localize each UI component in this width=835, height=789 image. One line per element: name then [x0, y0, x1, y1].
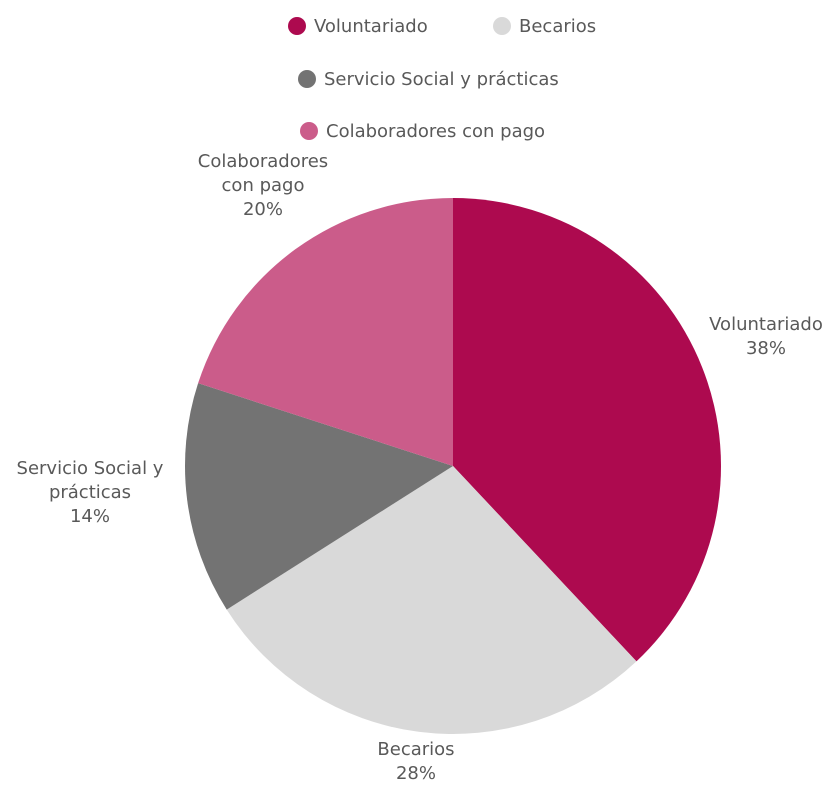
- data-label-colaboradores-con-pago: Colaboradores con pago 20%: [198, 151, 328, 220]
- legend-marker-servicio-social-y-practicas: [298, 70, 316, 88]
- data-label-servicio-social-y-practicas: Servicio Social y prácticas 14%: [17, 458, 164, 527]
- legend-label-voluntariado: Voluntariado: [314, 16, 428, 37]
- data-label-becarios: Becarios 28%: [377, 739, 454, 784]
- pie-slice-becarios: [226, 466, 637, 734]
- data-label-percent-voluntariado: 38%: [746, 338, 786, 359]
- data-label-percent-becarios: 28%: [396, 763, 436, 784]
- legend-label-becarios: Becarios: [519, 16, 596, 37]
- pie-slices: [185, 198, 721, 734]
- data-label-category-voluntariado: Voluntariado: [709, 314, 823, 335]
- legend-label-servicio-social-y-practicas: Servicio Social y prácticas: [324, 69, 559, 90]
- pie-slice-colaboradores-con-pago: [198, 198, 453, 466]
- data-label-category-servicio-social-y-practicas: prácticas: [49, 482, 131, 503]
- legend-marker-voluntariado: [288, 17, 306, 35]
- data-labels: Voluntariado 38% Becarios 28% Servicio Socia…: [17, 151, 823, 784]
- legend-marker-colaboradores-con-pago: [300, 122, 318, 140]
- data-label-category-becarios: Becarios: [377, 739, 454, 760]
- data-label-voluntariado: Voluntariado 38%: [709, 314, 823, 359]
- data-label-category-colaboradores-con-pago: con pago: [222, 175, 305, 196]
- data-label-category-colaboradores-con-pago: Colaboradores: [198, 151, 328, 172]
- data-label-category-servicio-social-y-practicas: Servicio Social y: [17, 458, 164, 479]
- pie-slice-servicio-social-y-practicas: [185, 383, 453, 610]
- data-label-percent-colaboradores-con-pago: 20%: [243, 199, 283, 220]
- legend-label-colaboradores-con-pago: Colaboradores con pago: [326, 121, 545, 142]
- data-label-percent-servicio-social-y-practicas: 14%: [70, 506, 110, 527]
- pie-slice-voluntariado: [453, 198, 721, 662]
- legend-marker-becarios: [493, 17, 511, 35]
- legend: Voluntariado Becarios Servicio Social y pr…: [288, 16, 596, 142]
